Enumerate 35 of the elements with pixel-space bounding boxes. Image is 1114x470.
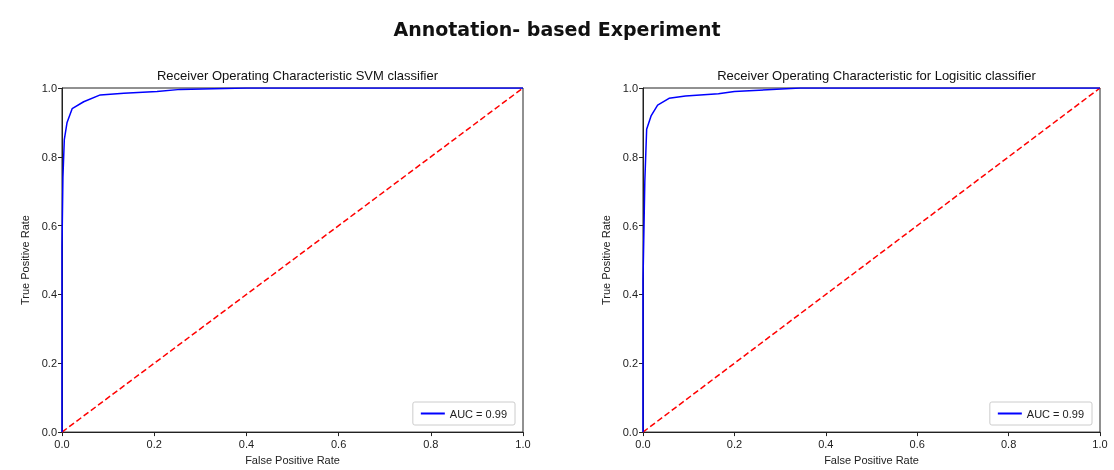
line-series [61,87,524,433]
x-axis-title: False Positive Rate [824,453,919,466]
y-tick-label: 0.6 [622,219,638,232]
y-tick-label: 0.0 [622,426,638,439]
x-tick-label: 0.2 [146,437,162,450]
legend-label: AUC = 0.99 [1026,407,1084,420]
y-tick-label: 0.2 [41,357,57,370]
x-tick-label: 1.0 [515,437,531,450]
x-tick-label: 0.8 [423,437,439,450]
text: Annotation- based Experiment [392,18,722,40]
y-tick-label: 0.2 [622,357,638,370]
y-tick-label: 0.8 [622,150,638,163]
chart-title: Receiver Operating Characteristic for Logisitic classifier [717,68,1037,83]
chart-title: Receiver Operating Characteristic SVM classifier [156,68,439,83]
x-tick-label: 0.6 [330,437,347,450]
x-tick-label: 0.6 [909,437,925,450]
y-tick-label: 0.4 [41,288,57,301]
x-axis-title: False Positive Rate [245,453,340,466]
x-tick-label: 0.8 [1000,437,1017,450]
y-tick-label: 1.0 [41,82,57,94]
x-tick-label: 0.2 [726,437,743,450]
y-tick-label: 0.0 [41,426,57,439]
y-tick-label: 0.4 [622,288,638,301]
x-tick-label: 0.4 [238,437,255,450]
y-tick-label: 1.0 [622,82,638,94]
x-tick-label: 0.0 [54,437,70,450]
y-axis-title: True Positive Rate [19,215,32,306]
x-tick-label: 1.0 [1092,437,1108,450]
y-axis-title: True Positive Rate [600,215,613,306]
y-tick-label: 0.6 [41,219,57,232]
legend-label: AUC = 0.99 [449,407,507,420]
line-series [642,87,1101,433]
x-tick-label: 0.0 [635,437,651,450]
y-tick-label: 0.8 [41,150,57,163]
x-tick-label: 0.4 [818,437,834,450]
